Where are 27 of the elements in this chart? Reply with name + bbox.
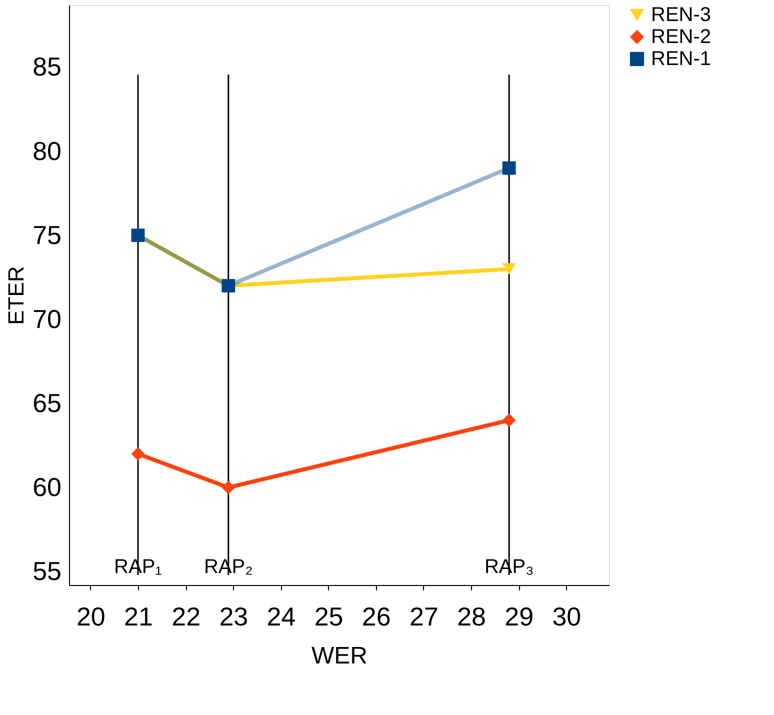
legend-label: REN-2: [651, 26, 712, 48]
y-tick-label: 55: [32, 556, 62, 586]
x-tick-label: 22: [172, 602, 201, 632]
y-tick-label: 75: [32, 220, 62, 250]
x-tick-label: 24: [266, 602, 296, 632]
point: [131, 447, 145, 461]
x-tick-label: 23: [219, 602, 248, 632]
x-tick-label: 30: [552, 602, 582, 632]
y-tick-label: 85: [32, 52, 62, 82]
y-tick-label: 80: [32, 136, 62, 166]
y-tick-label: 60: [32, 472, 62, 502]
y-tick-label: 70: [32, 304, 62, 334]
legend-label: REN-3: [651, 4, 712, 26]
x-tick-label: 21: [124, 602, 153, 632]
x-tick-label: 26: [362, 602, 391, 632]
x-axis-title: WER: [312, 642, 368, 670]
point: [222, 480, 236, 494]
x-tick-label: 28: [457, 602, 486, 632]
x-tick-label: 25: [314, 602, 344, 632]
point: [502, 414, 516, 427]
y-tick-label: 65: [32, 388, 62, 418]
point: [502, 161, 516, 175]
x-tick-label: 20: [76, 602, 106, 632]
legend-label: REN-1: [651, 48, 712, 70]
x-tick-label: 27: [409, 602, 438, 632]
x-tick-label: 29: [504, 602, 534, 632]
y-axis-title: ETER: [4, 266, 29, 325]
